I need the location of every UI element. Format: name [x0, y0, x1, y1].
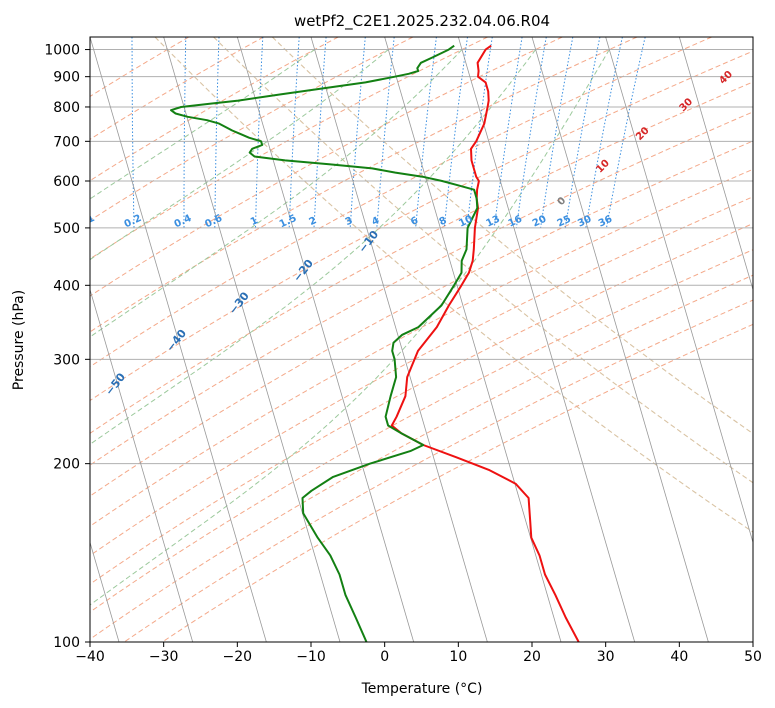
mixing-ratio-line	[564, 37, 601, 228]
isotherm	[163, 37, 341, 642]
isotherm	[384, 37, 562, 642]
mixing-ratio-label: 16	[507, 214, 524, 230]
x-tick-label: 0	[380, 649, 389, 665]
mixing-ratio-line	[349, 37, 366, 228]
mixing-ratio-line	[131, 37, 135, 228]
mixing-ratio-line	[515, 37, 547, 228]
mixing-ratio-line	[82, 37, 87, 228]
isotherm	[457, 37, 636, 642]
y-tick-label: 300	[53, 352, 80, 368]
moist-adiabat	[90, 49, 537, 445]
mixing-ratio-label: 13	[485, 214, 502, 230]
dry-adiabat	[123, 299, 753, 642]
isotherm	[236, 37, 415, 642]
mixing-ratio-label: 2	[307, 215, 318, 228]
isohume	[154, 37, 753, 533]
isotherm	[90, 37, 267, 642]
dry-adiabat	[90, 196, 753, 557]
x-tick-label: 20	[523, 649, 541, 665]
x-tick-label: 10	[449, 649, 467, 665]
gridlines	[90, 37, 753, 642]
axes: −40 −30 −20 −10 0 10 20 30 40 50 1000 900 800 700 600 5…	[44, 43, 762, 665]
mixing-ratio-line	[466, 37, 493, 228]
moist-adiabat	[90, 49, 463, 338]
dry-adiabat	[90, 37, 488, 260]
dry-adiabat	[90, 37, 638, 333]
dry-adiabat	[90, 249, 753, 613]
dry-adiabat	[90, 37, 563, 297]
isohume	[213, 37, 753, 484]
x-tick-label: −10	[296, 649, 326, 665]
mixing-ratio-line	[493, 37, 523, 228]
chart-title: wetPf2_C2E1.2025.232.04.06.R04	[294, 12, 550, 31]
mixing-ratio-label: 36	[597, 214, 614, 230]
profile-lines	[170, 44, 580, 642]
mixing-ratio-line	[606, 37, 646, 228]
y-axis-label: Pressure (hPa)	[11, 290, 27, 390]
y-tick-label: 900	[53, 70, 80, 86]
y-tick-label: 400	[53, 278, 80, 294]
moist-adiabat	[90, 49, 389, 261]
mixing-ratio-label: 30	[576, 214, 593, 230]
dry-adiabat	[90, 37, 414, 222]
mixing-ratio-label: 3	[344, 215, 355, 228]
temperature-profile	[390, 44, 580, 642]
x-tick-label: −30	[149, 649, 179, 665]
dry-adiabat	[90, 140, 753, 497]
dewpoint-profile	[170, 44, 479, 642]
x-tick-label: −20	[223, 649, 253, 665]
moist-adiabat	[90, 49, 610, 606]
mixing-ratio-label: 4	[370, 215, 381, 228]
isotherm	[752, 37, 753, 39]
mixing-ratio-label: 20	[531, 214, 548, 230]
mixing-ratio-line	[183, 37, 187, 228]
mixing-ratio-line	[415, 37, 437, 228]
dry-adiabat	[90, 223, 753, 585]
dry-adiabat	[90, 50, 753, 402]
y-tick-label: 200	[53, 457, 80, 473]
plot-frame	[89, 36, 754, 643]
y-tick-label: 800	[53, 100, 80, 116]
mixing-ratio-label: 8	[438, 215, 449, 228]
mixing-ratio-line	[540, 37, 574, 228]
y-tick-label: 500	[53, 221, 80, 237]
isotherm-label: −70	[0, 461, 7, 489]
isotherm	[90, 288, 194, 642]
mixing-ratio-label: 25	[556, 214, 573, 230]
isotherm	[310, 37, 488, 642]
isotherm-label: −60	[41, 412, 67, 440]
mixing-ratio-line	[376, 37, 395, 228]
mixing-ratio-line	[255, 37, 264, 228]
dry-adiabat	[90, 111, 753, 466]
y-tick-label: 700	[53, 134, 80, 150]
isohume	[271, 37, 753, 435]
x-tick-label: 50	[744, 649, 762, 665]
x-axis-label: Temperature (°C)	[361, 681, 483, 697]
mixing-ratio-label: 10	[457, 214, 474, 230]
plot-background	[90, 37, 753, 642]
isotherm	[531, 37, 709, 642]
y-tick-label: 100	[53, 635, 80, 651]
mixing-ratio-label: 0.1	[76, 213, 97, 230]
y-tick-label: 600	[53, 174, 80, 190]
x-tick-label: 30	[597, 649, 615, 665]
mixing-ratio-line	[443, 37, 468, 228]
moist-adiabat	[90, 49, 315, 200]
mixing-ratio-label: 6	[409, 215, 420, 228]
mixing-ratio-line	[288, 37, 300, 228]
mixing-ratio-line	[585, 37, 623, 228]
x-tick-label: −40	[75, 649, 105, 665]
mixing-ratio-label: 1	[249, 215, 260, 228]
isotherm	[678, 37, 753, 292]
x-tick-label: 40	[670, 649, 688, 665]
mixing-ratio-line	[214, 37, 220, 228]
dry-adiabat	[162, 323, 753, 642]
dry-adiabat	[90, 81, 753, 434]
dry-adiabat	[90, 37, 712, 368]
mixing-ratio-line	[313, 37, 327, 228]
y-tick-label: 1000	[44, 43, 80, 59]
background-lines	[82, 37, 753, 642]
